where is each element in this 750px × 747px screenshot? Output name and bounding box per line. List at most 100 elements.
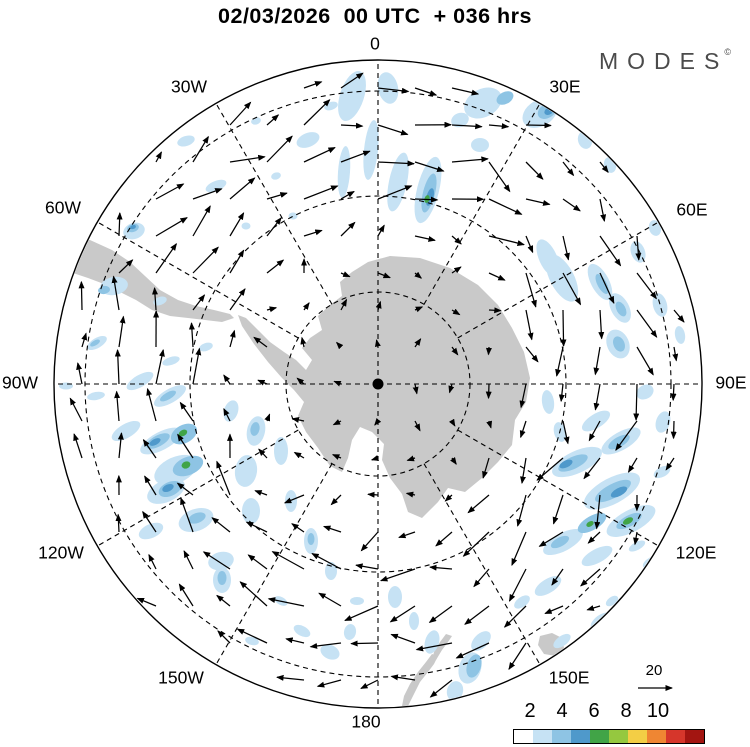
wind-arrow — [367, 491, 379, 498]
wind-arrow — [239, 581, 268, 607]
wind-arrow — [511, 531, 527, 567]
wind-arrow — [451, 266, 462, 274]
wind-arrow — [148, 553, 157, 570]
wind-arrow — [636, 346, 654, 376]
wind-arrow — [635, 235, 642, 261]
wind-arrow — [429, 564, 453, 571]
wind-arrow — [374, 339, 381, 348]
wind-arrow — [285, 637, 305, 644]
wind-arrow — [257, 379, 268, 386]
shaded-region-l4 — [586, 521, 594, 527]
wind-arrow — [303, 147, 336, 163]
wind-arrow — [229, 177, 256, 200]
wind-arrow — [488, 307, 502, 314]
wind-arrow — [266, 306, 278, 313]
wind-arrow — [519, 383, 527, 409]
meridian-line — [457, 221, 659, 339]
shaded-region-l1 — [208, 551, 234, 571]
shaded-region-l1 — [285, 490, 297, 512]
graticule — [54, 60, 702, 708]
shaded-region-l1 — [471, 138, 489, 152]
land-new-zealand-north-island — [432, 634, 452, 660]
meridian-line — [97, 221, 299, 339]
wind-arrow — [412, 383, 419, 395]
wind-arrow — [525, 198, 551, 206]
colorbar-cell — [571, 730, 590, 743]
wind-arrow — [340, 191, 355, 200]
shaded-region-l2 — [595, 479, 631, 503]
longitude-label-150W: 150W — [158, 668, 204, 688]
shaded-region-l3 — [610, 486, 628, 498]
longitude-label-0: 0 — [370, 34, 380, 54]
wind-arrow — [291, 417, 305, 423]
wind-arrow — [229, 288, 246, 311]
colorbar-cell — [647, 730, 666, 743]
map-boundary-circle — [53, 59, 703, 709]
wind-arrow — [180, 497, 194, 533]
wind-arrow — [488, 235, 525, 246]
wind-arrow — [144, 475, 157, 496]
wind-arrow — [267, 597, 305, 607]
wind-arrow — [525, 346, 539, 363]
wind-arrow — [303, 185, 339, 200]
colorbar-legend: 2 4 6 8 10 — [513, 700, 705, 746]
shaded-region-l2 — [217, 571, 227, 585]
shaded-region-l1 — [451, 112, 469, 128]
longitude-label-90E: 90E — [715, 373, 746, 393]
shaded-region-l1 — [655, 411, 671, 433]
wind-arrow — [665, 457, 675, 471]
wind-arrow — [296, 377, 305, 385]
wind-arrow — [450, 457, 457, 465]
wind-arrow — [414, 306, 424, 313]
wind-arrow — [594, 494, 601, 530]
shaded-region-l2 — [466, 654, 482, 678]
colorbar-tick-label: 4 — [556, 700, 568, 722]
colorbar-cell — [552, 730, 571, 743]
meridian-line — [423, 463, 541, 665]
shaded-region-l1 — [581, 545, 613, 567]
wind-arrow — [73, 433, 83, 459]
shaded-region-l1 — [636, 384, 654, 400]
shaded-field — [59, 70, 686, 701]
wind-arrow — [451, 123, 483, 130]
wind-arrow — [192, 294, 206, 311]
shaded-region-l1 — [223, 400, 239, 422]
shaded-region-l1 — [377, 72, 399, 104]
wind-arrow — [583, 457, 601, 480]
meridian-line — [457, 429, 659, 547]
wind-arrow — [555, 346, 564, 377]
wind-arrow — [414, 87, 438, 96]
wind-arrow — [415, 642, 453, 652]
longitude-label-60W: 60W — [45, 198, 81, 218]
wind-arrow — [247, 554, 268, 570]
wind-arrow — [670, 383, 677, 402]
wind-arrow — [482, 457, 490, 479]
shaded-region-l1 — [126, 371, 154, 391]
shaded-region-l2 — [250, 422, 260, 436]
wind-arrow — [377, 185, 413, 200]
wind-arrow — [340, 72, 364, 89]
wind-arrow — [473, 568, 490, 588]
wind-arrow — [116, 211, 123, 237]
wind-arrow — [340, 122, 364, 129]
wind-arrow — [258, 448, 268, 459]
shaded-region-l1 — [648, 220, 662, 236]
wind-arrow — [303, 99, 331, 126]
wind-arrow — [448, 418, 456, 427]
wind-arrow — [587, 531, 601, 544]
wind-arrow — [429, 679, 453, 698]
wind-arrow — [216, 460, 231, 496]
wind-arrow — [142, 439, 157, 459]
wind-arrow — [118, 259, 134, 274]
wind-arrow — [451, 308, 461, 316]
wind-arrow — [350, 640, 379, 647]
wind-arrow — [398, 531, 416, 539]
wind-arrow — [81, 332, 88, 348]
longitude-label-30E: 30E — [549, 77, 580, 97]
shaded-region-l1 — [138, 522, 164, 540]
wind-arrow — [414, 420, 421, 432]
wind-arrow — [254, 490, 268, 496]
wind-arrow — [406, 455, 416, 462]
colorbar-tick-label: 2 — [524, 700, 536, 722]
shaded-region-l1 — [541, 390, 555, 414]
